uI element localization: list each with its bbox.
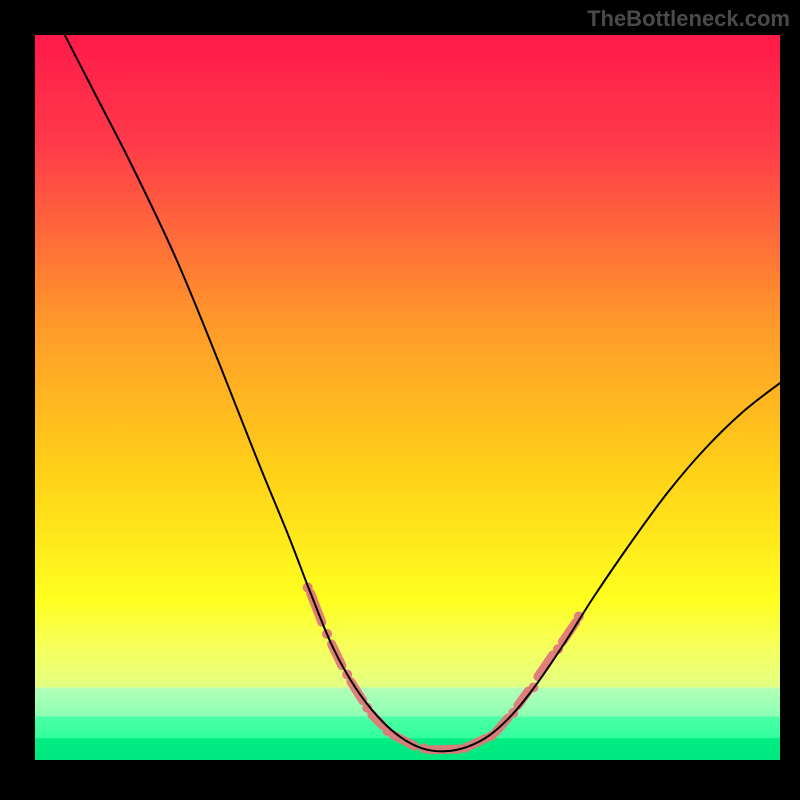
plot-area — [35, 35, 780, 760]
gradient-band — [35, 688, 780, 717]
chart-frame: TheBottleneck.com — [0, 0, 800, 800]
gradient-band — [35, 644, 780, 688]
gradient-band — [35, 717, 780, 739]
watermark-text: TheBottleneck.com — [587, 6, 790, 32]
chart-svg — [35, 35, 780, 760]
